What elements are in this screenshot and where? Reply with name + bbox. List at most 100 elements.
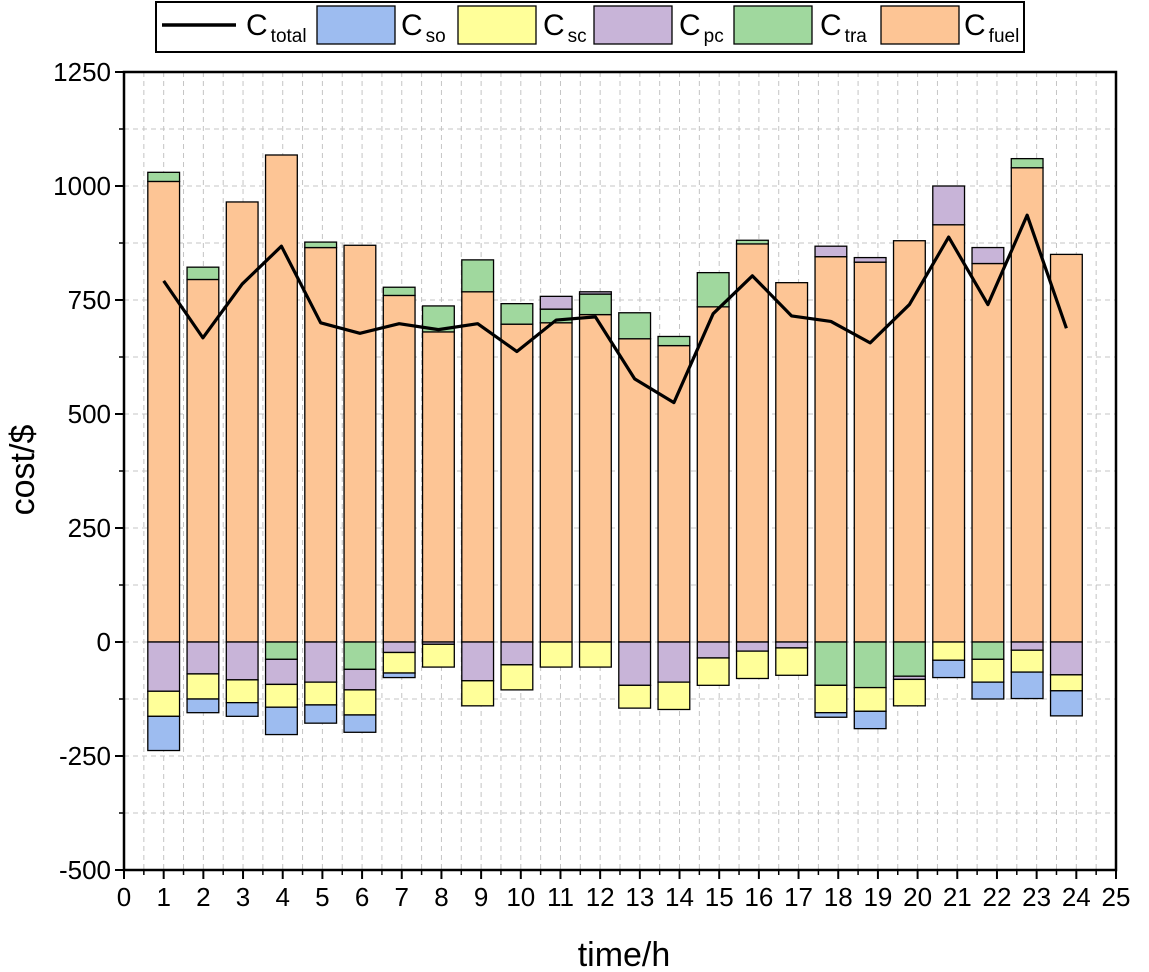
bar-segment-c-pc-18 [814, 245, 848, 258]
bar-segment-c-fuel-3 [225, 201, 259, 643]
bar-segment-c-sc-10 [500, 664, 534, 691]
bar-segment-c-tra-14 [657, 335, 691, 347]
x-tick-label: 6 [355, 882, 369, 912]
x-tick-labels: 0 1 2 3 4 5 6 7 8 9 10 11 12 13 14 15 16 17 18 19 20 21 22 23 24… [117, 882, 1131, 912]
bar-segment-c-fuel-8 [421, 331, 455, 643]
bar-segment-c-tra-20 [892, 641, 926, 677]
bar-segment-c-fuel-10 [500, 323, 534, 643]
x-tick-label: 16 [744, 882, 773, 912]
y-axis-title: cost/$ [4, 425, 42, 516]
bar-segment-c-so-5 [304, 704, 338, 724]
bar-segment-c-so-18 [814, 712, 848, 718]
bar-segment-c-tra-9 [461, 259, 495, 293]
x-tick-label: 13 [625, 882, 654, 912]
bar-segment-c-fuel-1 [147, 180, 181, 643]
x-tick-label: 7 [395, 882, 409, 912]
bar-segment-c-tra-12 [578, 293, 612, 316]
bar-segment-c-so-3 [225, 701, 259, 717]
bar-segment-c-sc-19 [853, 686, 887, 712]
bar-segment-c-so-6 [343, 714, 377, 733]
bar-segment-c-sc-1 [147, 690, 181, 717]
bar-segment-c-pc-5 [304, 641, 338, 683]
bar-segment-c-sc-20 [892, 678, 926, 707]
y-tick-label: 500 [68, 399, 111, 429]
bar-segment-c-tra-6 [343, 641, 377, 671]
bar-segment-c-tra-22 [971, 641, 1005, 660]
bar-segment-c-pc-22 [971, 246, 1005, 265]
bar-segment-c-so-22 [971, 681, 1005, 700]
y-tick-label: -250 [59, 741, 111, 771]
y-tick-label: 0 [97, 627, 111, 657]
bar-segment-c-sc-5 [304, 681, 338, 706]
bar-segment-c-fuel-22 [971, 262, 1005, 643]
bar-segment-c-sc-21 [932, 641, 966, 661]
bar-segment-c-sc-3 [225, 679, 259, 704]
x-tick-label: 19 [863, 882, 892, 912]
legend-swatch-tra [733, 5, 813, 45]
bar-segment-c-fuel-7 [382, 294, 416, 643]
x-tick-label: 24 [1062, 882, 1091, 912]
x-tick-label: 25 [1102, 882, 1131, 912]
bar-segment-c-so-2 [186, 698, 220, 714]
bar-segment-c-pc-11 [539, 295, 573, 310]
bar-segment-c-fuel-11 [539, 322, 573, 643]
x-tick-label: 10 [506, 882, 535, 912]
bar-segment-c-pc-15 [696, 641, 730, 659]
bar-segment-c-fuel-17 [775, 282, 809, 643]
bar-segment-c-tra-1 [147, 171, 181, 183]
bar-segment-c-pc-4 [264, 658, 298, 686]
bar-segment-c-pc-1 [147, 641, 181, 692]
bar-segment-c-fuel-18 [814, 256, 848, 643]
x-tick-label: 2 [196, 882, 210, 912]
x-tick-label: 12 [586, 882, 615, 912]
bar-segment-c-fuel-19 [853, 261, 887, 643]
bar-segment-c-fuel-5 [304, 246, 338, 643]
x-tick-label: 18 [824, 882, 853, 912]
bar-segment-c-so-24 [1049, 690, 1083, 717]
bar-segment-c-sc-6 [343, 689, 377, 716]
legend-swatch-pc [593, 5, 673, 45]
x-tick-label: 15 [705, 882, 734, 912]
bar-segment-c-pc-7 [382, 641, 416, 654]
axis-ticks [115, 71, 1117, 879]
x-tick-label: 3 [236, 882, 250, 912]
x-tick-label: 17 [784, 882, 813, 912]
bar-segment-c-sc-15 [696, 657, 730, 686]
bar-segment-c-pc-19 [853, 256, 887, 263]
bar-segment-c-sc-12 [578, 641, 612, 668]
bar-segment-c-fuel-15 [696, 306, 730, 643]
bar-segment-c-so-1 [147, 715, 181, 752]
bar-segment-c-sc-17 [775, 647, 809, 676]
bar-segment-c-sc-4 [264, 683, 298, 708]
bar-segment-c-pc-14 [657, 641, 691, 683]
bar-segment-c-sc-11 [539, 641, 573, 668]
bar-segment-c-so-21 [932, 659, 966, 679]
legend-swatch-so [316, 5, 396, 45]
bar-segment-c-tra-23 [1010, 157, 1044, 169]
bar-segment-c-pc-13 [618, 641, 652, 686]
bar-segment-c-fuel-4 [264, 154, 298, 643]
bar-segment-c-fuel-24 [1049, 253, 1083, 643]
x-tick-label: 20 [903, 882, 932, 912]
bar-segment-c-pc-21 [932, 185, 966, 226]
total-cost-polyline [162, 213, 1068, 405]
total-cost-line [162, 213, 1068, 405]
bar-segment-c-fuel-12 [578, 313, 612, 643]
bar-segment-c-tra-5 [304, 241, 338, 249]
x-tick-label: 21 [943, 882, 972, 912]
bar-segment-c-sc-7 [382, 651, 416, 674]
bar-segment-c-fuel-9 [461, 291, 495, 643]
bar-segment-c-pc-3 [225, 641, 259, 681]
bar-segment-c-pc-24 [1049, 641, 1083, 676]
bar-segment-c-fuel-16 [735, 243, 769, 643]
y-tick-label: 250 [68, 513, 111, 543]
bar-segment-c-so-19 [853, 710, 887, 730]
bar-segment-c-pc-2 [186, 641, 220, 675]
bar-segment-c-fuel-20 [892, 240, 926, 643]
x-tick-label: 14 [665, 882, 694, 912]
